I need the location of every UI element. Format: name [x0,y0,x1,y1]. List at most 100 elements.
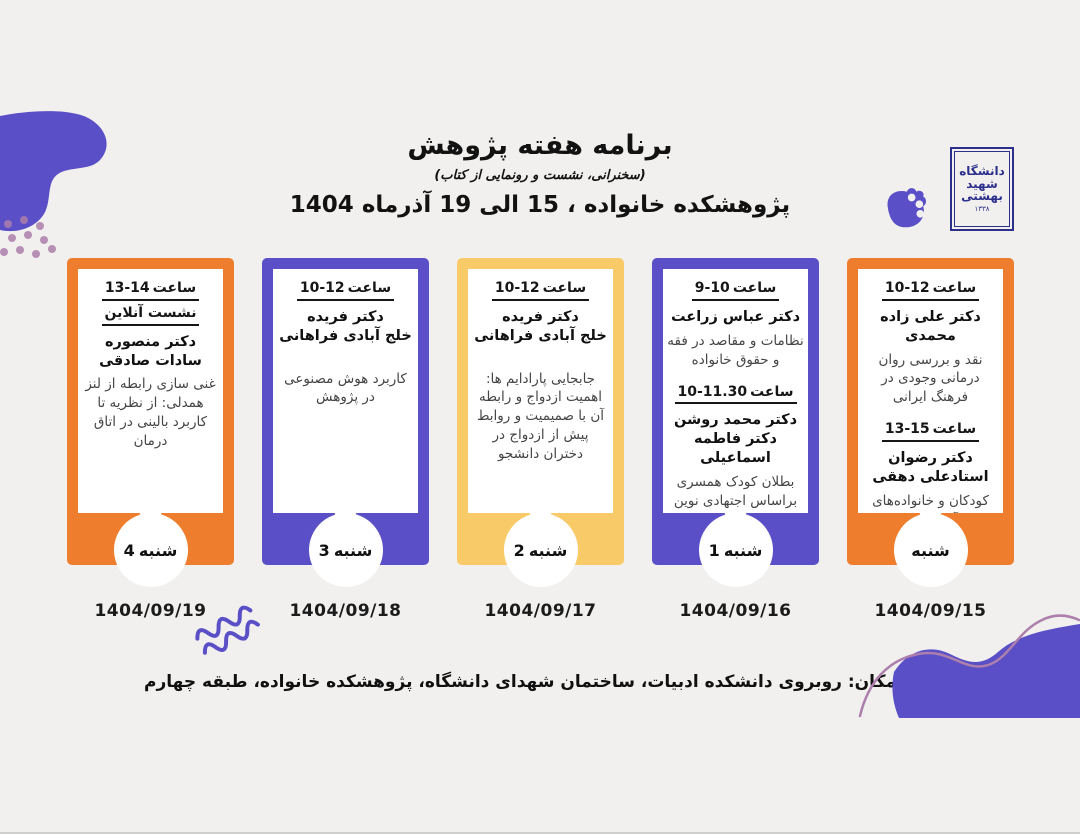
session-speakers: دکتر فریده خلج آبادی فراهانی [277,308,414,346]
session-time-wrap: 10-12 ساعت [472,276,609,301]
session-time-word: ساعت [932,280,977,296]
day-name: شنبه [911,540,950,560]
session: 13-14 ساعت نشست آنلاین دکتر منصوره سادات صاد… [82,276,219,451]
day-card: 10-12 ساعت دکتر فریده خلج آبادی فراهانی کارب… [262,258,429,587]
day-name: شنبه [333,540,373,560]
day-date: 1404/09/17 [484,601,597,621]
session-speaker: دکتر محمد روشن [673,412,798,429]
session-speakers: دکتر منصوره سادات صادقی [82,333,219,371]
day-circle: 3 شنبه [308,513,383,587]
session-speakers: دکتر فریده خلج آبادی فراهانی [472,308,609,346]
day-date: 1404/09/19 [94,601,207,621]
day-card: 10-12 ساعت دکتر فریده خلج آبادی فراهانی جابج… [457,258,624,587]
session-speaker: دکتر رضوان استادعلی دهقی [872,450,989,485]
day-number: 3 [318,540,330,560]
session-time-range: 13-14 [104,280,150,296]
session-time: 10-11.30 ساعت [674,383,797,405]
session-time-range: 9-10 [694,280,730,296]
session-speakers: دکتر رضوان استادعلی دهقی [862,449,999,487]
session-time-wrap: 13-15 ساعت [862,417,999,443]
logo-text-line: دانشگاه [959,163,1005,178]
day-name: شنبه [723,540,763,560]
day-name: شنبه [138,540,178,560]
squiggle-decoration [195,605,260,655]
session-time-wrap: 13-14 ساعت [82,276,219,301]
day-number: 1 [708,540,720,560]
session-time: 10-12 ساعت [881,279,980,301]
session-time-wrap: 10-11.30 ساعت [667,380,804,405]
session-speaker: دکتر منصوره [104,333,197,350]
day-name: شنبه [528,540,568,560]
session-time: 13-15 ساعت [881,420,980,443]
session-speaker: دکتر علی زاده محمدی [880,308,981,344]
day-circle: 4 شنبه [113,513,188,587]
logo-text-line: بهشتی [961,189,1003,204]
session-time-range: 10-12 [299,280,345,296]
session-time: 9-10 ساعت [691,279,780,301]
session-time-range: 10-12 [884,280,930,296]
schedule-cards-row: 10-12 ساعت دکتر علی زاده محمدی نقد و بررسی … [67,258,1014,621]
day-card-body: 13-14 ساعت نشست آنلاین دکتر منصوره سادات صاد… [78,269,223,539]
day-date: 1404/09/16 [679,601,792,621]
session-speakers: دکتر محمد روشن دکتر فاطمه اسماعیلی [667,411,804,468]
session-time: 10-12 ساعت [296,279,395,301]
session-topic: بطلان کودک همسری براساس اجتهادی نوین [673,473,798,509]
session: 10-12 ساعت دکتر فریده خلج آبادی فراهانی کارب… [277,276,414,407]
session-time-word: ساعت [932,421,977,438]
day-column: 9-10 ساعت دکتر عباس زراعت نظامات و مقاصد در… [652,258,819,621]
session-time-wrap: 9-10 ساعت [667,276,804,301]
day-card: 13-14 ساعت نشست آنلاین دکتر منصوره سادات صاد… [67,258,234,587]
session: 13-15 ساعت دکتر رضوان استادعلی دهقی کودکان … [862,417,999,529]
session: 10-12 ساعت دکتر علی زاده محمدی نقد و بررسی … [862,276,999,407]
page-subtitle: (سخنرانی، نشست و رونمایی از کتاب) [434,168,646,183]
day-circle: 2 شنبه [503,513,578,587]
session-time-wrap: 10-12 ساعت [277,276,414,301]
university-logo: دانشگاه شهید بهشتی ۱۳۳۸ [950,147,1014,231]
day-card-body: 10-12 ساعت دکتر علی زاده محمدی نقد و بررسی … [858,269,1003,539]
session-speaker: دکتر فریده [502,308,579,325]
day-card-body: 9-10 ساعت دکتر عباس زراعت نظامات و مقاصد در… [663,269,808,539]
session-format: نشست آنلاین [101,304,200,326]
session-topic: نقد و بررسی روان درمانی وجودی در فرهنگ ا… [878,351,983,406]
session-time-range: 13-15 [884,421,930,438]
day-card-body: 10-12 ساعت دکتر فریده خلج آبادی فراهانی جابج… [468,269,613,539]
session-topic: جابجایی پارادایم ها: اهمیت ازدواج و رابط… [476,370,605,463]
session-time-word: ساعت [542,280,587,296]
day-column: 10-12 ساعت دکتر فریده خلج آبادی فراهانی کارب… [262,258,429,621]
session-speaker: دکتر فاطمه اسماعیلی [694,431,777,467]
day-date: 1404/09/15 [874,601,987,621]
wave-decoration [858,614,1080,718]
session: 10-12 ساعت دکتر فریده خلج آبادی فراهانی جابج… [472,276,609,464]
session: 10-11.30 ساعت دکتر محمد روشن دکتر فاطمه اسم… [667,380,804,536]
session-speakers: دکتر علی زاده محمدی [862,308,999,346]
day-card-body: 10-12 ساعت دکتر فریده خلج آبادی فراهانی کارب… [273,269,418,539]
logo-year: ۱۳۳۸ [974,204,990,213]
session-speaker: سادات صادقی [99,352,202,369]
session-speakers: دکتر عباس زراعت [667,308,804,327]
location-text: مکان: روبروی دانشکده ادبیات، ساختمان شهد… [144,672,896,692]
day-card: 9-10 ساعت دکتر عباس زراعت نظامات و مقاصد در… [652,258,819,587]
day-column: 13-14 ساعت نشست آنلاین دکتر منصوره سادات صاد… [67,258,234,621]
session-time: 13-14 ساعت [101,279,200,301]
session-time-word: ساعت [152,280,197,296]
day-circle: شنبه [893,513,968,587]
session-time-range: 10-11.30 [677,383,748,400]
session-time-word: ساعت [732,280,777,296]
day-card: 10-12 ساعت دکتر علی زاده محمدی نقد و بررسی … [847,258,1014,587]
dots-decoration [0,216,56,258]
session-speaker: خلج آبادی فراهانی [279,327,412,344]
day-column: 10-12 ساعت دکتر فریده خلج آبادی فراهانی جابج… [457,258,624,621]
university-logo-inner: دانشگاه شهید بهشتی ۱۳۳۸ [954,151,1010,227]
session-speaker: دکتر فریده [307,308,384,325]
logo-text-line: شهید [966,176,998,191]
day-number: 2 [513,540,525,560]
session-time-word: ساعت [750,383,794,400]
day-date: 1404/09/18 [289,601,402,621]
small-blob-decoration [887,188,927,228]
institute-and-dates: پژوهشکده خانواده ، 15 الی 19 آذرماه 1404 [289,192,791,218]
session-topic: نظامات و مقاصد در فقه و حقوق خانواده [667,332,804,368]
session-speaker: دکتر عباس زراعت [670,308,801,325]
day-circle: 1 شنبه [698,513,773,587]
corner-blob-decoration [0,111,107,258]
